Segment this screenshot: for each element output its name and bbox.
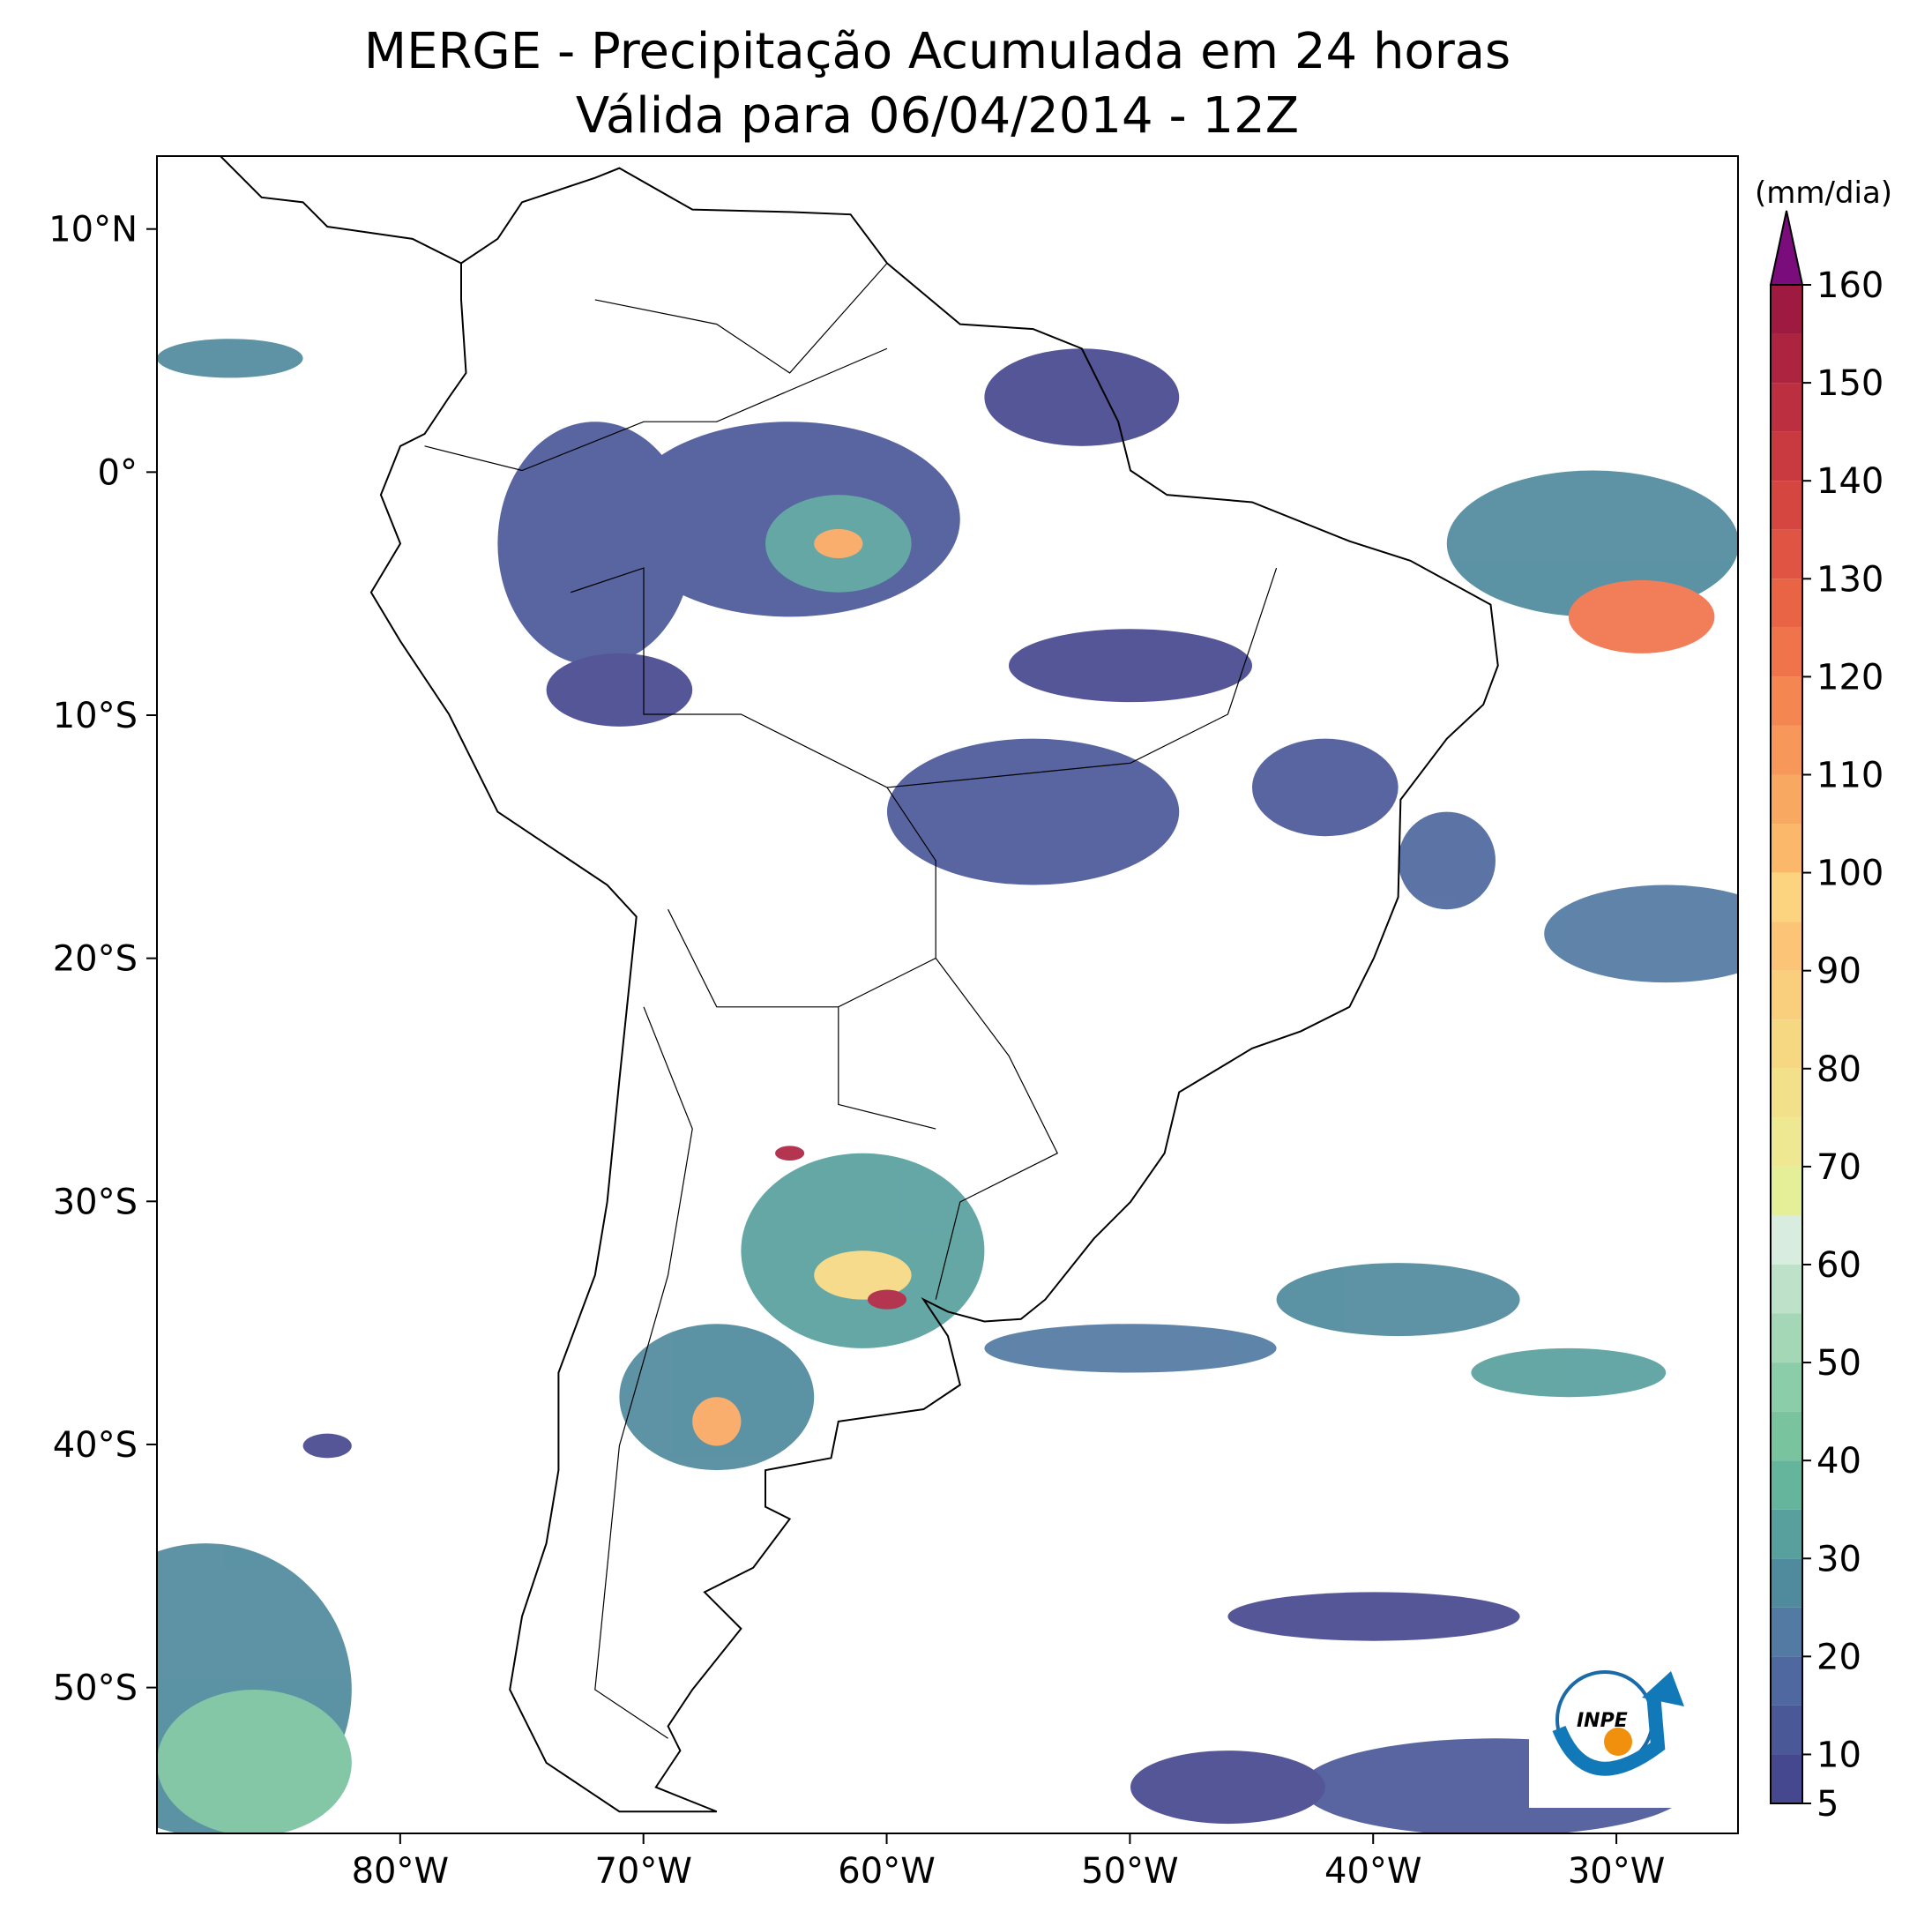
colorbar-tick-label: 30 [1816,1539,1861,1579]
map-area [157,153,1738,1833]
map-frame [156,155,1739,1834]
colorbar-tick-label: 130 [1816,559,1884,600]
colorbar-label: (mm/dia) [1755,175,1892,211]
colorbar-segment [1771,1362,1802,1412]
colorbar-tick-label: 60 [1816,1245,1861,1286]
colorbar-tick-label: 100 [1816,854,1884,894]
colorbar-segment [1771,1411,1802,1461]
colorbar-segment [1771,333,1802,384]
logo-text: INPE [1577,1710,1628,1732]
colorbar-tick-label: 20 [1816,1637,1861,1677]
colorbar-tick-label: 110 [1816,755,1884,795]
colorbar-segment [1771,285,1802,334]
colorbar-segment [1771,383,1802,432]
colorbar-segment [1771,1264,1802,1314]
x-tick-label: 60°W [838,1851,935,1892]
x-tick-label: 30°W [1568,1851,1665,1892]
colorbar-segment [1771,1705,1802,1755]
x-tick-label: 80°W [352,1851,449,1892]
borders [425,263,1277,1738]
colorbar-segment [1771,431,1802,481]
colorbar-tick-label: 10 [1816,1735,1861,1775]
colorbar-segment [1771,774,1802,825]
y-tick-label: 50°S [53,1668,138,1709]
colorbar-tick-label: 140 [1816,461,1884,502]
colorbar-segment [1771,1019,1802,1069]
colorbar-segment [1771,1313,1802,1363]
inpe-logo: INPE [1529,1658,1716,1808]
colorbar-segment [1771,1068,1802,1118]
x-tick-label: 70°W [594,1851,691,1892]
colorbar-segment [1771,1215,1802,1265]
colorbar-tick-label: 120 [1816,657,1884,698]
colorbar-tick-label: 50 [1816,1343,1861,1384]
colorbar-segment [1771,970,1802,1020]
colorbar-segment [1771,1166,1802,1216]
colorbar-segment [1771,481,1802,530]
colorbar-segment [1771,1558,1802,1608]
colorbar-segment [1771,627,1802,677]
precipitation [157,339,1738,1833]
colorbar-segment [1771,824,1802,873]
colorbar-segment [1771,529,1802,579]
colorbar-segment [1771,1509,1802,1559]
colorbar-segment [1771,1754,1802,1803]
title-line: MERGE - Precipitação Acumulada em 24 hor… [364,23,1511,80]
colorbar-segment [1771,1656,1802,1706]
y-tick-label: 30°S [53,1182,138,1222]
colorbar-segment [1771,1460,1802,1510]
colorbar-tick-label: 90 [1816,952,1861,992]
y-tick-label: 40°S [53,1425,138,1466]
colorbar-tick-label: 70 [1816,1147,1861,1188]
colorbar-segment [1771,1607,1802,1657]
coastline [218,153,1498,1811]
colorbar-tick-label: 40 [1816,1441,1861,1482]
y-tick-label: 20°S [53,939,138,980]
colorbar-tick-label: 5 [1816,1784,1839,1825]
colorbar-extend [1769,210,1804,286]
x-tick-label: 50°W [1081,1851,1178,1892]
colorbar-segment [1771,872,1802,922]
colorbar-tick-label: 150 [1816,363,1884,404]
colorbar-segment [1771,676,1802,726]
colorbar-tick-label: 80 [1816,1049,1861,1090]
y-tick-label: 10°S [53,696,138,736]
colorbar-segment [1771,725,1802,775]
subtitle-line: Válida para 06/04/2014 - 12Z [576,87,1299,145]
colorbar-tick-label: 160 [1816,265,1884,306]
colorbar-segment [1771,922,1802,971]
y-tick-label: 0° [98,452,138,493]
y-tick-label: 10°N [48,210,138,250]
geo-layer [157,153,1738,1833]
colorbar-segment [1771,579,1802,628]
colorbar-frame [1770,284,1803,1804]
x-tick-label: 40°W [1324,1851,1421,1892]
colorbar-segment [1771,1117,1802,1167]
